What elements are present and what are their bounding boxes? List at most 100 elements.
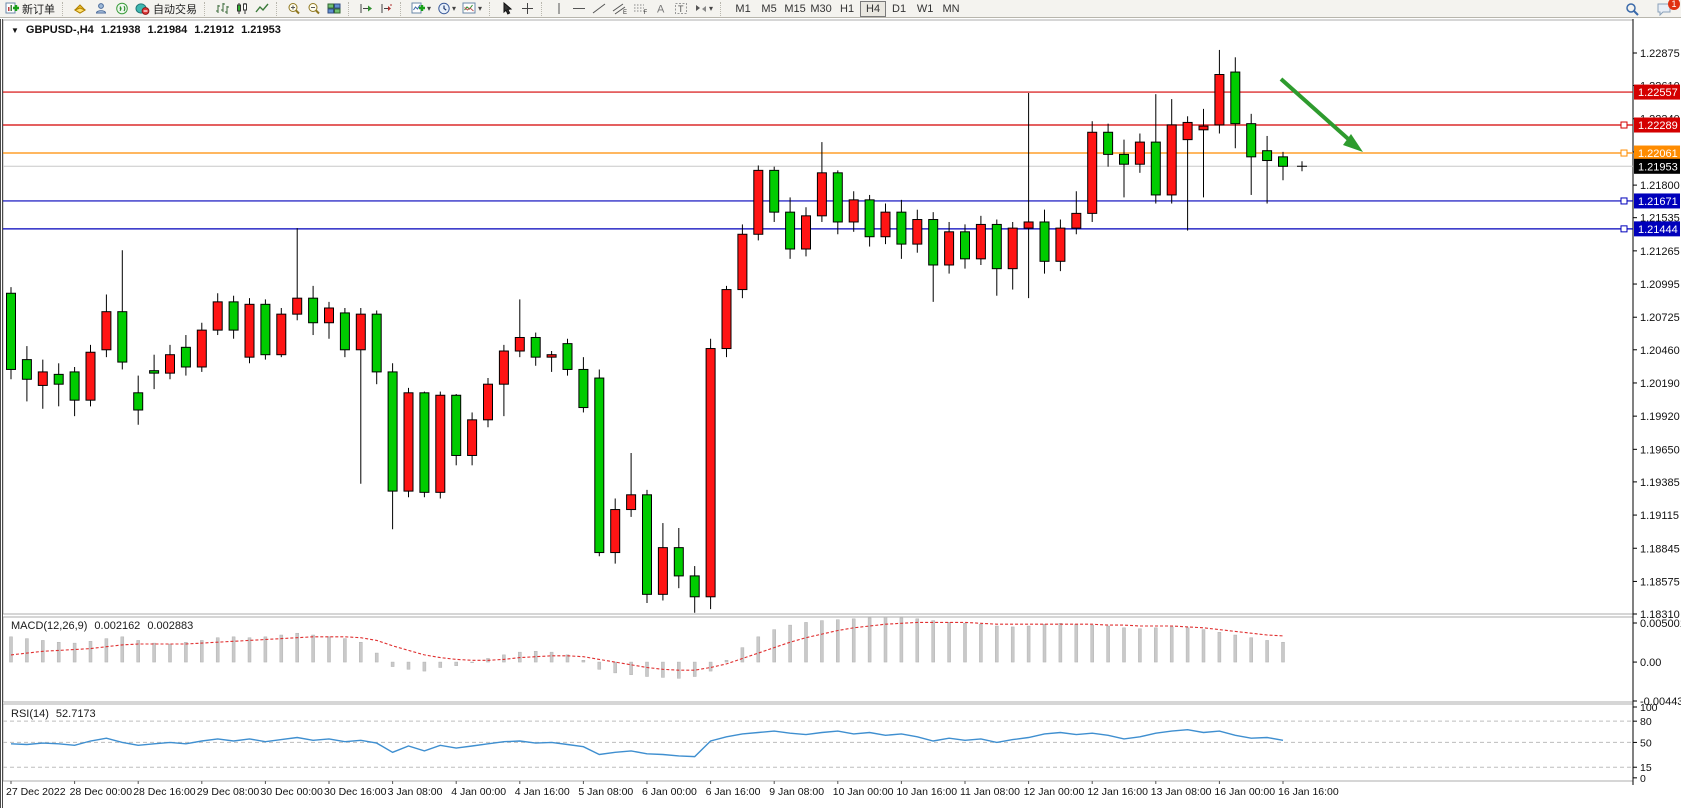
chart-window[interactable]: ▼ GBPUSD-,H4 1.21938 1.21984 1.21912 1.2… xyxy=(0,19,1681,808)
svg-text:1.18845: 1.18845 xyxy=(1640,543,1680,555)
crosshair-icon xyxy=(521,2,534,15)
svg-text:1.21444: 1.21444 xyxy=(1638,224,1678,236)
zoom-out-button[interactable] xyxy=(304,1,324,17)
chart-shift-button[interactable] xyxy=(376,1,396,17)
arrow-annotation[interactable] xyxy=(1279,77,1363,152)
indicators-button[interactable]: ▾ xyxy=(408,1,434,17)
svg-text:1.21671: 1.21671 xyxy=(1638,196,1678,208)
zoom-out-icon xyxy=(307,2,321,15)
svg-text:28 Dec 16:00: 28 Dec 16:00 xyxy=(133,786,196,798)
text-label-icon: T xyxy=(674,2,688,15)
market-watch-button[interactable] xyxy=(70,1,91,17)
svg-text:0.00: 0.00 xyxy=(1640,657,1661,669)
collapse-icon[interactable]: ▼ xyxy=(11,25,19,35)
tile-windows-icon xyxy=(327,2,341,15)
price-axis: 1.228751.226101.223401.220701.218001.215… xyxy=(1633,48,1680,621)
timeframe-m15[interactable]: M15 xyxy=(784,2,806,15)
market-watch-icon xyxy=(73,2,88,15)
line-chart-icon xyxy=(255,2,269,15)
chart-shift-icon xyxy=(379,2,393,15)
toolbar-separator xyxy=(348,1,353,16)
price-badge: 1.22289 xyxy=(1634,117,1680,133)
rsi-pane: 100 80 50 150 xyxy=(3,702,1658,785)
auto-scroll-icon xyxy=(359,2,373,15)
svg-text:16 Jan 00:00: 16 Jan 00:00 xyxy=(1214,786,1275,798)
chart-canvas[interactable]: 1.228751.226101.223401.220701.218001.215… xyxy=(3,19,1681,808)
svg-text:T: T xyxy=(678,4,684,14)
svg-text:0: 0 xyxy=(1640,773,1646,785)
horizontal-line-button[interactable] xyxy=(569,1,589,17)
auto-scroll-button[interactable] xyxy=(356,1,376,17)
accounts-button[interactable] xyxy=(91,1,112,17)
timeframe-d1[interactable]: D1 xyxy=(892,2,907,15)
svg-text:1.21800: 1.21800 xyxy=(1640,180,1680,192)
macd-label: MACD(12,26,9) 0.002162 0.002883 xyxy=(11,620,193,632)
timeframe-h1[interactable]: H1 xyxy=(840,2,855,15)
autotrade-icon xyxy=(135,2,150,15)
templates-button[interactable]: ▾ xyxy=(459,1,485,17)
line-chart-button[interactable] xyxy=(252,1,272,17)
crosshair-button[interactable] xyxy=(517,1,537,17)
indicators-icon xyxy=(411,2,426,15)
svg-text:30 Dec 16:00: 30 Dec 16:00 xyxy=(324,786,387,798)
signals-button[interactable] xyxy=(112,1,132,17)
vertical-line-button[interactable] xyxy=(549,1,569,17)
timeframe-m30[interactable]: M30 xyxy=(810,2,832,15)
rsi-name: RSI(14) xyxy=(11,708,49,720)
price-badge: 1.22061 xyxy=(1634,145,1680,161)
notifications-button[interactable]: 1 xyxy=(1653,0,1680,17)
periods-button[interactable]: ▾ xyxy=(434,1,459,17)
toolbar-separator xyxy=(541,1,546,16)
trendline-button[interactable] xyxy=(589,1,609,17)
text-label-button[interactable]: T xyxy=(671,1,691,17)
autotrade-button[interactable]: 自动交易 xyxy=(132,1,200,17)
timeframe-h4[interactable]: H4 xyxy=(860,0,887,17)
arrows-icon xyxy=(694,2,708,15)
cursor-icon xyxy=(501,2,513,15)
fibonacci-button[interactable]: F xyxy=(630,1,651,17)
last-price-marker xyxy=(1297,161,1307,172)
svg-text:A: A xyxy=(657,4,665,16)
search-button[interactable] xyxy=(1622,1,1643,17)
timeframe-mn[interactable]: MN xyxy=(942,2,960,15)
zoom-in-button[interactable] xyxy=(284,1,304,17)
channel-icon: E xyxy=(612,2,627,15)
fibonacci-icon: F xyxy=(633,2,648,15)
candle-chart-button[interactable] xyxy=(232,1,252,17)
indicators-caret-icon: ▾ xyxy=(427,4,432,13)
bar-chart-button[interactable] xyxy=(212,1,232,17)
macd-signal-line xyxy=(10,621,1284,671)
svg-text:1.20460: 1.20460 xyxy=(1640,345,1680,357)
tile-windows-button[interactable] xyxy=(324,1,344,17)
rsi-line xyxy=(10,728,1284,758)
autotrade-label: 自动交易 xyxy=(153,3,197,16)
new-order-label: 新订单 xyxy=(22,3,55,16)
horizontal-line-icon xyxy=(572,2,586,15)
timeframe-m5[interactable]: M5 xyxy=(761,2,777,15)
time-axis: 27 Dec 2022 28 Dec 00:00 28 Dec 16:00 29 De… xyxy=(6,781,1339,798)
timeframe-m1[interactable]: M1 xyxy=(735,2,751,15)
toolbar-separator xyxy=(276,1,281,16)
price-badge: 1.22557 xyxy=(1634,84,1680,100)
arrows-button[interactable]: ▾ xyxy=(691,1,716,17)
timeframe-w1[interactable]: W1 xyxy=(916,2,934,15)
timeframe-group: M1 M5 M15 M30 H1 H4 D1 W1 MN xyxy=(728,0,966,18)
cursor-button[interactable] xyxy=(497,1,517,17)
svg-text:100: 100 xyxy=(1640,702,1658,714)
svg-text:1.18310: 1.18310 xyxy=(1640,609,1680,621)
new-order-button[interactable]: 新订单 xyxy=(2,1,58,17)
svg-text:1.19385: 1.19385 xyxy=(1640,477,1680,489)
ohlc-low: 1.21912 xyxy=(194,24,235,36)
line-handle xyxy=(1620,149,1628,157)
svg-text:1.22875: 1.22875 xyxy=(1640,48,1680,60)
svg-text:6 Jan 00:00: 6 Jan 00:00 xyxy=(642,786,697,798)
svg-text:29 Dec 08:00: 29 Dec 08:00 xyxy=(197,786,260,798)
toolbar: 新订单 自动交易 xyxy=(0,0,1681,18)
ohlc-high: 1.21984 xyxy=(147,24,188,36)
text-button[interactable]: A xyxy=(651,1,671,17)
channel-button[interactable]: E xyxy=(609,1,630,17)
templates-icon xyxy=(462,2,477,15)
